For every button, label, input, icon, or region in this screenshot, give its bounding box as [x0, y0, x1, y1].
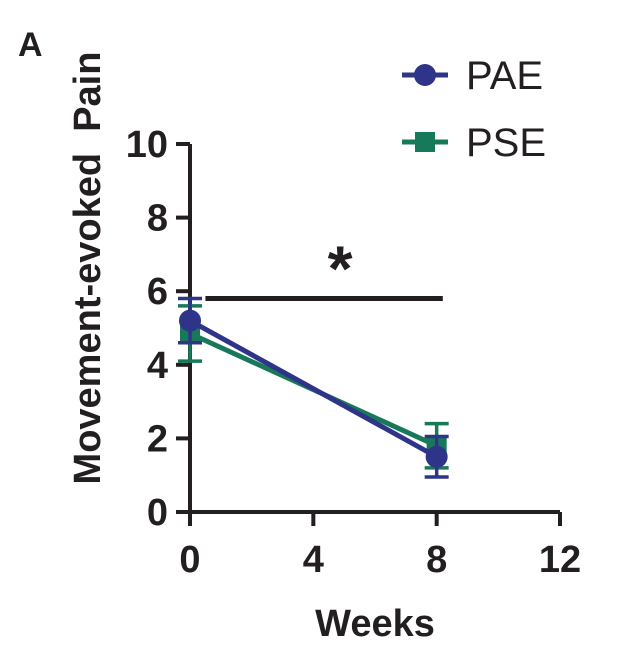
y-tick-label: 4 [147, 345, 168, 387]
y-tick-label: 10 [126, 124, 168, 166]
panel-label: A [18, 26, 43, 64]
x-tick-label: 4 [303, 539, 324, 581]
legend: PAE PSE [402, 54, 546, 165]
x-axis-title: Weeks [315, 603, 435, 645]
y-tick-label: 6 [147, 271, 168, 313]
x-tick-label: 8 [426, 539, 447, 581]
legend-marker-square [415, 132, 435, 152]
annotation-layer: * [205, 233, 443, 305]
y-axis-title: Movement-evoked Pain [67, 52, 109, 485]
legend-label: PAE [466, 54, 543, 98]
data-point-pae [425, 445, 448, 468]
series-line-pae [188, 318, 438, 459]
legend-label: PSE [466, 121, 546, 165]
data-point-pae [179, 309, 201, 332]
legend-item-pae: PAE [402, 54, 543, 98]
significance-star: * [328, 233, 353, 305]
axes: 0 2 4 6 8 10 0 4 8 12 [126, 124, 581, 581]
x-tick-label: 12 [539, 539, 581, 581]
legend-marker-circle [414, 64, 436, 86]
series-layer [178, 296, 449, 479]
x-tick-label: 0 [179, 539, 200, 581]
y-tick-label: 8 [147, 198, 168, 240]
y-tick-label: 0 [147, 492, 168, 534]
series-pae [178, 296, 449, 479]
y-tick-label: 2 [147, 418, 168, 460]
legend-item-pse: PSE [402, 121, 546, 165]
